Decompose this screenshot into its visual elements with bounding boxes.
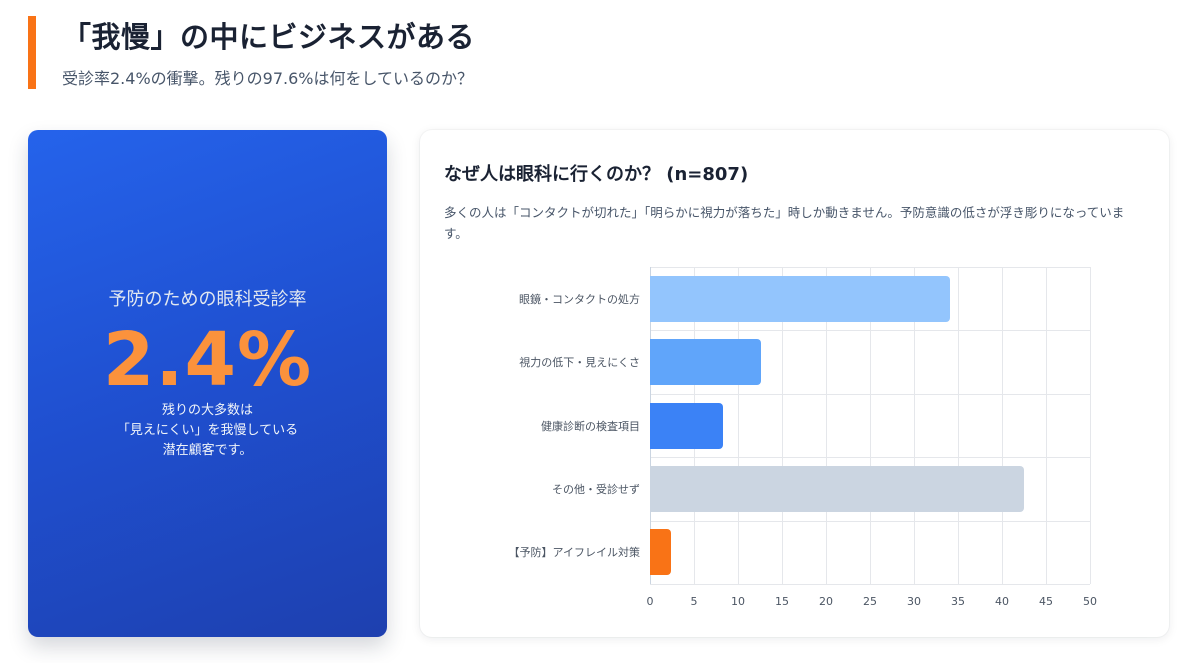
stat-note-line: 「見えにくい」を我慢している	[116, 422, 299, 438]
stat-value: 2.4%	[102, 316, 313, 403]
chart-description: 多くの人は「コンタクトが切れた」「明らかに視力が落ちた」時しか動きません。予防意…	[444, 205, 1125, 241]
x-tick-label: 0	[646, 595, 654, 608]
page-title: 「我慢」の中にビジネスがある	[62, 20, 476, 54]
gridline-vertical	[870, 267, 871, 584]
chart-title: なぜ人は眼科に行くのか？ (n=807)	[444, 164, 749, 185]
stat-note-line: 残りの大多数は	[161, 402, 253, 418]
stat-note: 残りの大多数は 「見えにくい」を我慢している 潜在顧客です。	[117, 401, 298, 461]
category-label: 視力の低下・見えにくさ	[519, 356, 640, 370]
category-label: 健康診断の検査項目	[541, 419, 640, 433]
x-tick-label: 5	[690, 595, 698, 608]
page-subtitle: 受診率2.4%の衝撃。残りの97.6%は何をしているのか？	[62, 69, 473, 88]
gridline-vertical	[1046, 267, 1047, 584]
gridline-vertical	[1002, 267, 1003, 584]
gridline-horizontal	[650, 393, 1090, 395]
x-tick-label: 40	[995, 595, 1009, 608]
bar[interactable]	[650, 529, 672, 576]
gridline-horizontal	[650, 267, 1090, 268]
gridline-vertical	[1090, 267, 1091, 584]
category-label: 【予防】アイフレイル対策	[508, 546, 640, 560]
chart-card: なぜ人は眼科に行くのか？ (n=807) 多くの人は「コンタクトが切れた」「明ら…	[420, 130, 1169, 637]
stat-note-line: 潜在顧客です。	[162, 442, 253, 458]
bar[interactable]	[650, 402, 724, 449]
gridline-horizontal	[650, 457, 1090, 459]
x-tick-label: 35	[951, 595, 965, 608]
gridline-vertical	[782, 267, 783, 584]
gridline-vertical	[738, 267, 739, 584]
title-accent-bar	[28, 16, 36, 89]
stat-label: 予防のための眼科受診率	[108, 288, 307, 310]
x-tick-label: 15	[775, 595, 789, 608]
bar-chart-plot: 0 5 10 15 20 25 30 35 40 45 50	[647, 267, 1097, 608]
x-tick-label: 45	[1039, 595, 1053, 608]
x-tick-label: 20	[819, 595, 833, 608]
bar[interactable]	[650, 275, 951, 322]
bar[interactable]	[650, 339, 761, 386]
gridline-vertical	[914, 267, 915, 584]
x-tick-label: 30	[907, 595, 921, 608]
category-label: 眼鏡・コンタクトの処方	[519, 292, 640, 306]
x-tick-label: 50	[1083, 595, 1097, 608]
category-label: その他・受診せず	[552, 482, 640, 496]
x-tick-label: 25	[863, 595, 877, 608]
gridline-vertical	[958, 267, 959, 584]
x-tick-label: 10	[731, 595, 745, 608]
stat-card: 予防のための眼科受診率 2.4% 残りの大多数は 「見えにくい」を我慢している …	[28, 130, 387, 637]
gridline-horizontal	[650, 520, 1090, 522]
gridline-horizontal	[650, 330, 1090, 332]
gridline-vertical	[826, 267, 827, 584]
gridline-horizontal	[650, 584, 1090, 585]
bar[interactable]	[650, 465, 1024, 512]
